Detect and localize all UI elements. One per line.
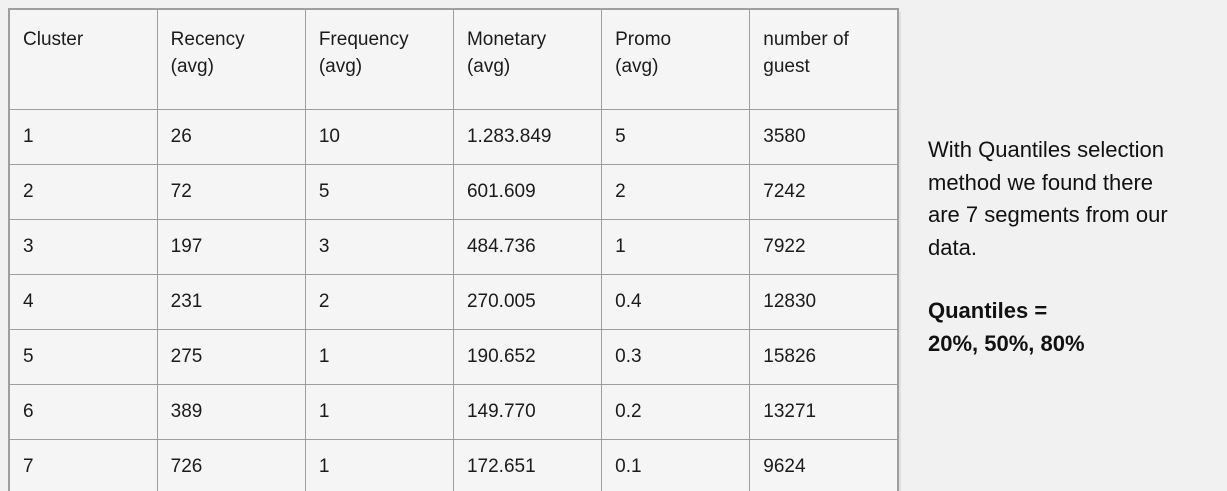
side-note: With Quantiles selection method we found… [928, 134, 1226, 360]
table-cell: 389 [156, 384, 306, 440]
table-cell: 601.609 [452, 164, 603, 220]
table-cell: 190.652 [452, 329, 603, 385]
table-cell: 275 [156, 329, 306, 385]
table-cell: 3 [304, 219, 454, 275]
table-cell: 26 [156, 109, 306, 165]
cluster-segments-table: Cluster Recency (avg) Frequency (avg) Monet… [8, 8, 899, 491]
table-cell: 0.3 [601, 329, 751, 385]
table-cell: 13271 [749, 384, 899, 440]
table-header-cell: number of guest [749, 8, 899, 110]
table-header-cell: Cluster [8, 8, 158, 110]
table-header-cell: Frequency (avg) [304, 8, 454, 110]
table-cell: 3 [8, 219, 158, 275]
table-cell: 1 [304, 329, 454, 385]
table-row: 7 726 1 172.651 0.1 9624 [8, 439, 899, 491]
table-body: 1 26 10 1.283.849 5 3580 2 72 5 601.609 2 7242 3 197 3… [8, 109, 899, 491]
table-row: 2 72 5 601.609 2 7242 [8, 164, 899, 220]
table-cell: 1 [601, 219, 751, 275]
table-cell: 1 [304, 439, 454, 491]
table-cell: 10 [304, 109, 454, 165]
table-cell: 270.005 [452, 274, 603, 330]
table-row: 4 231 2 270.005 0.4 12830 [8, 274, 899, 330]
table-cell: 726 [156, 439, 306, 491]
table-cell: 0.1 [601, 439, 751, 491]
table-cell: 15826 [749, 329, 899, 385]
table-cell: 1 [304, 384, 454, 440]
table-cell: 6 [8, 384, 158, 440]
table-cell: 7 [8, 439, 158, 491]
table-header-cell: Monetary (avg) [452, 8, 603, 110]
table-cell: 172.651 [452, 439, 603, 491]
table-cell: 2 [8, 164, 158, 220]
table-header-row: Cluster Recency (avg) Frequency (avg) Monet… [8, 8, 899, 110]
table-cell: 3580 [749, 109, 899, 165]
table-cell: 1 [8, 109, 158, 165]
table-cell: 2 [304, 274, 454, 330]
table-row: 6 389 1 149.770 0.2 13271 [8, 384, 899, 440]
table-cell: 5 [601, 109, 751, 165]
table-cell: 7922 [749, 219, 899, 275]
side-note-paragraph: With Quantiles selection method we found… [928, 137, 1168, 260]
table-cell: 0.2 [601, 384, 751, 440]
table-header-cell: Recency (avg) [156, 8, 306, 110]
table-cell: 12830 [749, 274, 899, 330]
table-cell: 231 [156, 274, 306, 330]
table-cell: 484.736 [452, 219, 603, 275]
table-row: 1 26 10 1.283.849 5 3580 [8, 109, 899, 165]
table-cell: 0.4 [601, 274, 751, 330]
table-head: Cluster Recency (avg) Frequency (avg) Monet… [8, 8, 899, 110]
table-cell: 197 [156, 219, 306, 275]
table-cell: 7242 [749, 164, 899, 220]
table-cell: 2 [601, 164, 751, 220]
table-cell: 5 [304, 164, 454, 220]
table-row: 3 197 3 484.736 1 7922 [8, 219, 899, 275]
table-cell: 4 [8, 274, 158, 330]
table-cell: 72 [156, 164, 306, 220]
table-cell: 9624 [749, 439, 899, 491]
table-header-cell: Promo (avg) [601, 8, 751, 110]
table-cell: 5 [8, 329, 158, 385]
table-cell: 149.770 [452, 384, 603, 440]
quantiles-value-text: Quantiles = 20%, 50%, 80% [928, 298, 1085, 356]
table-row: 5 275 1 190.652 0.3 15826 [8, 329, 899, 385]
table-cell: 1.283.849 [452, 109, 603, 165]
